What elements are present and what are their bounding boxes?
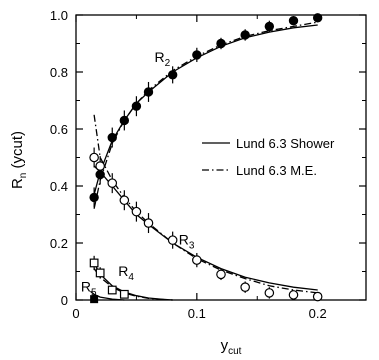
point-R5	[90, 295, 99, 304]
point-R2	[119, 115, 130, 126]
y-tick-label: 0.8	[50, 65, 68, 80]
curve-label-sub: 5	[91, 287, 97, 298]
point-R2	[192, 50, 202, 60]
y-axis-label-suffix: (ycut)	[9, 131, 26, 173]
point-R3	[95, 161, 105, 171]
curve-label-R3: R3	[179, 231, 195, 251]
x-tick-label: 0.2	[309, 306, 327, 321]
point-R3	[264, 288, 275, 298]
point-R4	[107, 285, 117, 295]
curve-label-text: R	[155, 49, 165, 65]
y-tick-label: 1.0	[50, 8, 68, 23]
curve-label-sub: 3	[189, 240, 195, 251]
x-axis-label: ycut	[221, 337, 242, 357]
point-R2	[312, 13, 323, 23]
curve-label-R5: R5	[81, 278, 97, 298]
point-R2	[240, 30, 250, 40]
x-tick-label: 0	[72, 306, 79, 321]
point-R2	[143, 87, 154, 97]
x-axis-label-sub: cut	[228, 346, 242, 357]
plot-frame	[75, 14, 367, 301]
point-R2	[288, 16, 299, 26]
point-R2	[89, 192, 99, 203]
curve-label-R2: R2	[155, 49, 171, 69]
point-R2	[167, 70, 178, 80]
curve-label-text: R	[118, 263, 128, 279]
point-R3	[288, 290, 299, 300]
point-R3	[240, 282, 250, 292]
y-axis-label-sub: n	[18, 173, 29, 179]
point-R3	[107, 178, 118, 188]
point-R3	[131, 206, 142, 217]
x-axis-label-main: y	[221, 337, 229, 354]
legend-label: Lund 6.3 M.E.	[236, 163, 317, 178]
curve-label-R4: R4	[118, 263, 134, 283]
y-tick-label: 0.6	[50, 122, 68, 137]
curve-label-sub: 2	[165, 58, 171, 69]
x-tick-label: 0.1	[188, 306, 206, 321]
point-R4	[89, 258, 99, 268]
legend: Lund 6.3 Shower Lund 6.3 M.E.	[202, 136, 335, 178]
point-R2	[107, 132, 117, 143]
data-points	[89, 13, 323, 304]
y-axis-label-main: R	[9, 178, 26, 189]
y-tick-label: 0.2	[50, 236, 68, 251]
point-R2	[216, 38, 226, 49]
curve-R5-shower	[90, 290, 125, 301]
point-R3	[119, 195, 130, 206]
point-R3	[216, 269, 226, 280]
y-axis-label: Rn (ycut)	[9, 131, 29, 189]
model-curves	[90, 21, 318, 301]
point-R4	[95, 268, 105, 278]
point-R2	[131, 101, 142, 111]
y-tick-label: 0	[61, 293, 68, 308]
point-R3	[89, 152, 99, 163]
point-R3	[143, 218, 154, 228]
curve-label-text: R	[81, 278, 91, 294]
point-R3	[312, 291, 323, 302]
point-R4	[119, 289, 129, 299]
point-R3	[167, 235, 178, 245]
point-R3	[192, 255, 202, 265]
y-tick-label: 0.4	[50, 179, 68, 194]
point-R2	[264, 21, 275, 32]
legend-label: Lund 6.3 Shower	[236, 136, 335, 151]
axes: 0 0.1 0.2 0 0.2 0.4 0.6 0.8 1.0	[50, 8, 367, 321]
curve-label-sub: 4	[128, 272, 134, 283]
curve-R4-me	[93, 268, 173, 301]
curve-label-text: R	[179, 231, 189, 247]
